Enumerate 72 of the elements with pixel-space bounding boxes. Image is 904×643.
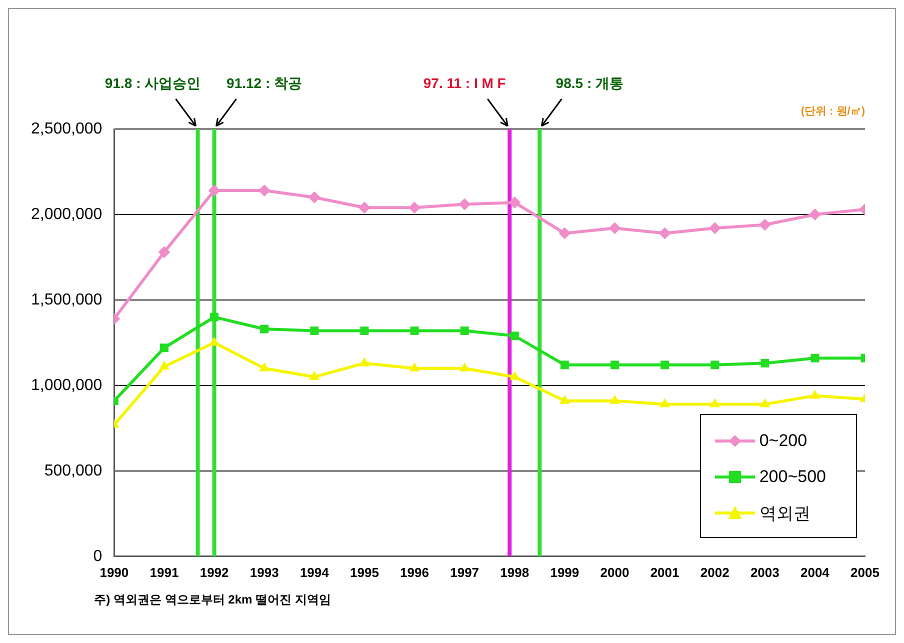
- x-tick-label: 1992: [200, 564, 229, 580]
- point: [810, 390, 820, 399]
- point: [608, 222, 621, 234]
- y-tick-label: 2,500,000: [30, 120, 102, 138]
- point: [210, 312, 219, 322]
- ref-line-label: 98.5 : 개통: [556, 74, 624, 91]
- point: [660, 360, 670, 370]
- point: [710, 398, 720, 408]
- point: [509, 370, 520, 380]
- legend-label: 200~500: [759, 467, 826, 487]
- point: [260, 324, 269, 334]
- x-tick-label: 1998: [500, 564, 530, 580]
- text: 주) 역외권은 역으로부터 2km 떨어진 지역임: [94, 592, 331, 607]
- y-tick-label: 500,000: [44, 462, 102, 480]
- point: [409, 362, 420, 372]
- point: [408, 202, 421, 214]
- x-tick-label: 1990: [100, 564, 129, 580]
- point: [158, 246, 170, 258]
- point: [559, 394, 570, 404]
- x-tick-label: 1997: [450, 564, 480, 580]
- legend-label: 역외권: [759, 502, 810, 524]
- point: [209, 336, 220, 346]
- x-tick-label: 2004: [800, 564, 830, 580]
- ref-line-label: 97. 11 : I M F: [423, 74, 506, 91]
- point: [259, 362, 270, 372]
- point: [810, 354, 820, 362]
- x-tick-label: 2003: [750, 564, 780, 580]
- point: [358, 202, 370, 214]
- point: [458, 198, 471, 210]
- point: [159, 360, 170, 370]
- ref-line-label: 91.12 : 착공: [226, 74, 302, 91]
- x-tick-label: 2005: [850, 564, 880, 580]
- point: [610, 360, 619, 370]
- point: [208, 184, 220, 197]
- point: [760, 398, 770, 408]
- point: [610, 394, 620, 404]
- x-tick-label: 1993: [250, 564, 279, 580]
- point: [308, 191, 320, 204]
- point: [510, 332, 519, 340]
- point: [710, 360, 720, 370]
- point: [360, 326, 369, 335]
- point: [558, 227, 571, 240]
- point: [459, 362, 470, 372]
- y-tick-label: 2,000,000: [30, 206, 102, 223]
- point: [309, 370, 320, 380]
- legend-label: 0~200: [759, 431, 808, 451]
- x-tick-label: 2001: [650, 564, 680, 580]
- x-tick-label: 2002: [700, 564, 730, 580]
- point: [808, 208, 821, 220]
- point: [460, 326, 469, 335]
- point: [410, 326, 419, 335]
- point: [310, 326, 319, 335]
- y-tick-label: 1,000,000: [30, 376, 102, 394]
- x-tick-label: 1995: [350, 564, 379, 580]
- x-tick-label: 1994: [300, 564, 330, 580]
- point: [758, 218, 771, 231]
- x-tick-label: 1996: [400, 564, 429, 580]
- ref-line-label: 91.8 : 사업승인: [104, 74, 201, 91]
- point: [160, 344, 168, 352]
- point: [359, 357, 370, 366]
- point: [658, 227, 671, 240]
- x-tick-label: 1999: [550, 564, 580, 580]
- point: [560, 360, 569, 370]
- x-tick-label: 1991: [150, 564, 179, 580]
- point: [708, 222, 721, 234]
- point: [508, 196, 521, 209]
- y-tick-label: 0: [93, 548, 102, 565]
- point: [660, 398, 670, 408]
- point: [760, 358, 770, 368]
- x-tick-label: 2000: [600, 564, 630, 580]
- text: (단위 : 원/㎡): [800, 106, 866, 118]
- y-tick-label: 1,500,000: [30, 291, 102, 308]
